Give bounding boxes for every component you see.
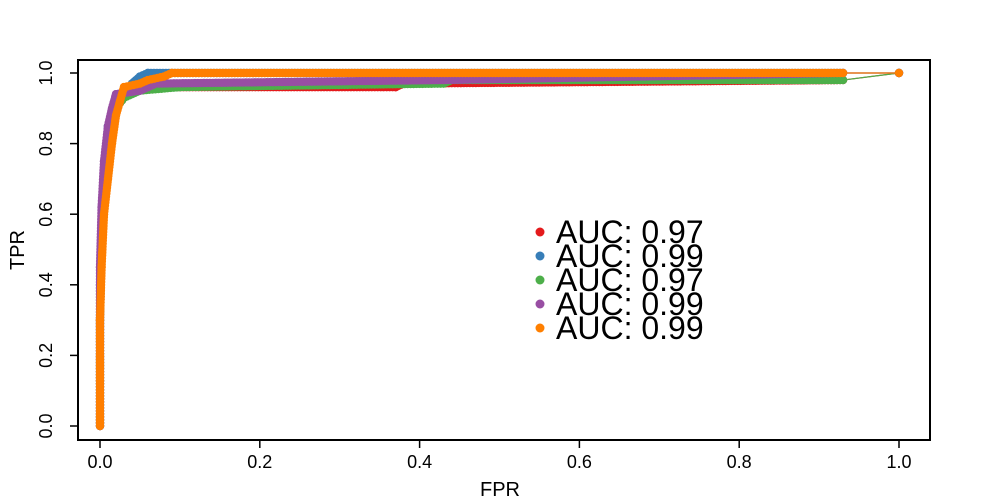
y-tick-label: 0.4 — [36, 272, 56, 297]
series-line — [99, 72, 899, 426]
legend-label: AUC: 0.97 — [556, 214, 704, 250]
legend-marker — [535, 251, 545, 261]
series-line — [99, 72, 899, 426]
x-tick-label: 0.0 — [87, 452, 112, 472]
legend-marker — [535, 323, 545, 333]
legend-marker — [535, 299, 545, 309]
y-tick-label: 0.2 — [36, 343, 56, 368]
x-tick-label: 0.6 — [567, 452, 592, 472]
series-3 — [95, 68, 904, 431]
legend-marker — [535, 275, 545, 285]
legend-label: AUC: 0.99 — [556, 310, 704, 346]
series-2 — [95, 68, 904, 431]
series-1 — [95, 68, 904, 431]
series-line — [99, 72, 900, 426]
y-axis: 0.0 0.2 0.4 0.6 0.8 1.0 — [36, 60, 78, 439]
plot-frame — [77, 59, 931, 441]
x-tick-label: 0.4 — [407, 452, 432, 472]
plot-area — [95, 68, 904, 431]
y-tick-label: 0.8 — [36, 131, 56, 156]
series-point — [894, 68, 904, 78]
legend-label: AUC: 0.97 — [556, 262, 704, 298]
y-tick-label: 1.0 — [36, 60, 56, 85]
x-tick-label: 0.2 — [247, 452, 272, 472]
y-axis-title: TPR — [7, 230, 29, 270]
legend-marker — [535, 227, 545, 237]
y-tick-label: 0.0 — [36, 413, 56, 438]
series-4 — [95, 68, 904, 431]
series-point — [838, 75, 848, 85]
series-5 — [95, 68, 904, 431]
series-line — [99, 72, 899, 426]
legend-label: AUC: 0.99 — [556, 238, 704, 274]
series-point — [838, 68, 848, 78]
x-tick-label: 1.0 — [886, 452, 911, 472]
legend-label: AUC: 0.99 — [556, 286, 704, 322]
x-axis-title: FPR — [480, 479, 520, 500]
y-tick-label: 0.6 — [36, 202, 56, 227]
x-axis: 0.0 0.2 0.4 0.6 0.8 1.0 — [87, 440, 912, 472]
series-line — [99, 72, 900, 426]
x-tick-label: 0.8 — [727, 452, 752, 472]
